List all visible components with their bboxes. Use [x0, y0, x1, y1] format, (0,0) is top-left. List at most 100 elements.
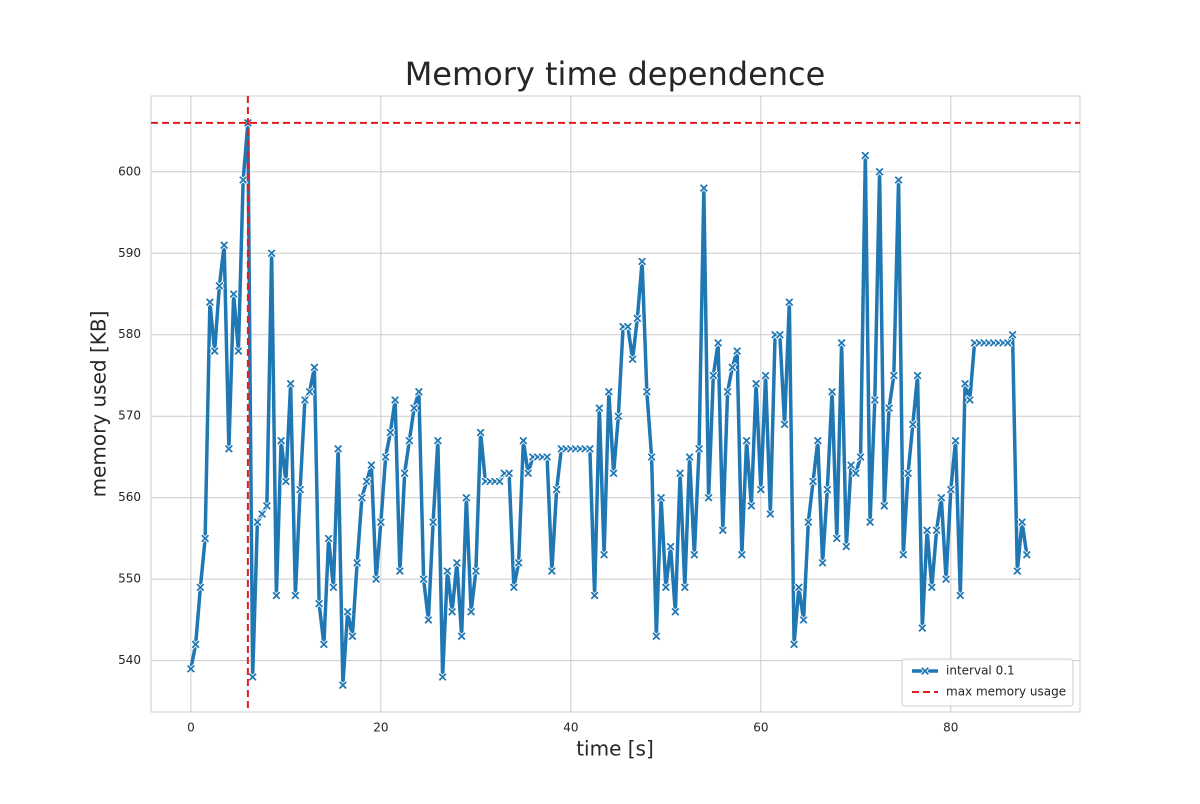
marker [907, 419, 918, 430]
marker [959, 378, 971, 389]
marker [755, 484, 766, 495]
marker [523, 468, 534, 479]
marker [917, 623, 928, 634]
marker [919, 665, 931, 677]
marker [888, 370, 899, 381]
legend-label: interval 0.1 [946, 664, 1015, 678]
marker [879, 500, 890, 511]
y-tick-label: 550 [118, 572, 141, 586]
marker [290, 590, 301, 601]
marker [185, 663, 196, 674]
marker [475, 427, 486, 438]
marker [219, 240, 230, 251]
marker [508, 582, 519, 593]
marker [874, 166, 885, 177]
marker [271, 590, 282, 601]
marker [622, 321, 633, 332]
marker [394, 565, 405, 577]
y-tick-label: 590 [118, 246, 141, 260]
marker [713, 337, 724, 348]
marker [717, 525, 728, 536]
marker [898, 549, 909, 560]
marker [1007, 329, 1018, 340]
legend-label: max memory usage [946, 685, 1066, 699]
marker [223, 443, 234, 454]
marker [200, 533, 211, 544]
marker [352, 557, 363, 568]
marker [323, 533, 334, 544]
marker [808, 476, 819, 487]
marker [831, 533, 842, 544]
marker [375, 517, 386, 528]
marker [931, 525, 942, 536]
marker [632, 313, 643, 324]
marker [470, 565, 481, 577]
marker [328, 582, 339, 593]
marker [252, 517, 263, 528]
marker [793, 582, 804, 593]
marker [694, 443, 705, 454]
marker [594, 403, 605, 414]
marker [656, 492, 667, 503]
marker [261, 500, 272, 511]
marker [698, 183, 709, 194]
marker [451, 557, 462, 568]
marker [850, 468, 861, 479]
marker [409, 403, 420, 414]
chart-title: Memory time dependence [405, 55, 826, 93]
legend-box [901, 658, 1074, 707]
marker [736, 549, 747, 560]
marker [651, 631, 662, 642]
marker [347, 631, 358, 642]
marker [884, 403, 895, 414]
marker [732, 345, 743, 357]
marker [760, 370, 771, 381]
marker [789, 639, 800, 650]
marker [1002, 337, 1013, 348]
marker [637, 256, 648, 267]
marker [751, 378, 762, 389]
y-tick-label: 600 [118, 164, 141, 178]
marker [466, 606, 477, 617]
marker [608, 468, 619, 479]
marker [945, 484, 956, 495]
marker [356, 492, 367, 503]
marker [689, 549, 700, 560]
marker [722, 386, 733, 397]
marker [641, 386, 652, 397]
marker [940, 574, 952, 585]
marker [846, 460, 857, 471]
marker [798, 614, 809, 625]
marker [195, 582, 206, 593]
marker [589, 590, 600, 601]
marker [257, 508, 268, 520]
marker [413, 386, 424, 397]
marker [627, 354, 638, 365]
marker [190, 639, 201, 650]
legend: interval 0.1 max memory usage [901, 658, 1074, 707]
marker [670, 606, 681, 617]
marker [912, 370, 923, 381]
marker [228, 288, 239, 300]
marker [418, 574, 429, 585]
marker [865, 517, 876, 528]
marker [428, 517, 439, 528]
marker [380, 451, 391, 463]
marker [836, 337, 847, 348]
marker [926, 582, 937, 593]
marker [779, 419, 790, 430]
y-tick-label: 560 [118, 490, 141, 504]
x-tick-label: 0 [187, 721, 195, 735]
marker [950, 435, 961, 446]
marker [599, 549, 610, 560]
marker [238, 174, 249, 185]
marker [204, 297, 215, 308]
marker [1016, 517, 1028, 528]
y-axis-label: memory used [KB] [87, 311, 111, 498]
marker [337, 680, 348, 691]
x-axis-label: time [s] [576, 737, 654, 761]
marker [366, 460, 377, 471]
marker [504, 468, 515, 479]
marker [1012, 565, 1023, 577]
